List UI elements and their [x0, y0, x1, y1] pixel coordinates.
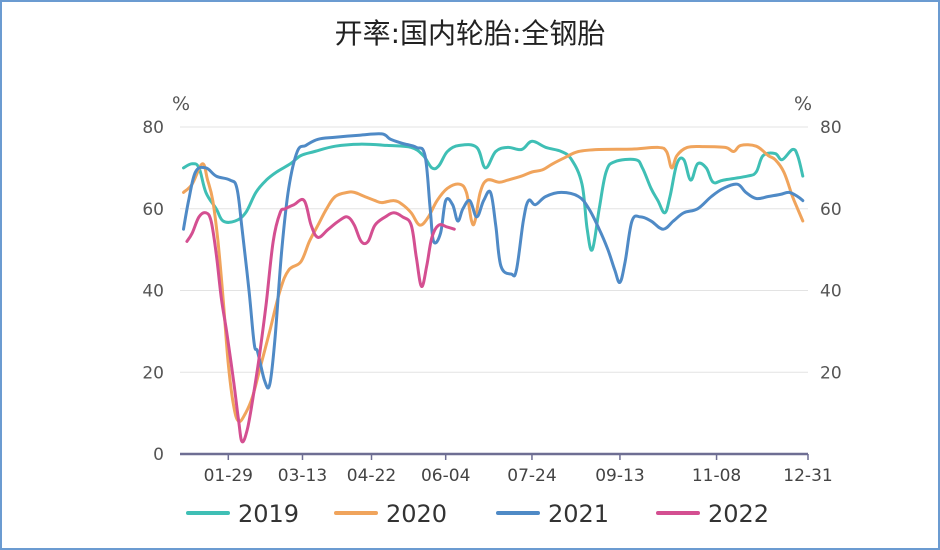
y-unit-left: %: [172, 93, 190, 115]
y-tick-left-20: 20: [142, 363, 164, 383]
legend: 2019 2020 2021 2022: [186, 500, 769, 528]
x-tick-12-31: 12-31: [783, 466, 832, 486]
legend-label-2019: 2019: [238, 500, 299, 528]
series-line-2019: [182, 139, 805, 252]
x-tick-06-04: 06-04: [421, 466, 470, 486]
y-tick-left-0: 0: [153, 445, 164, 465]
x-tick-04-22: 04-22: [347, 466, 396, 486]
y-tick-right-80: 80: [820, 118, 842, 138]
y-unit-right: %: [794, 93, 812, 115]
series-lines: [182, 132, 805, 444]
legend-label-2022: 2022: [708, 500, 769, 528]
x-tick-11-08: 11-08: [692, 466, 741, 486]
y-tick-right-20: 20: [820, 363, 842, 383]
legend-label-2021: 2021: [548, 500, 609, 528]
x-tick-01-29: 01-29: [204, 466, 253, 486]
x-tick-07-24: 07-24: [507, 466, 556, 486]
y-tick-left-60: 60: [142, 200, 164, 220]
x-tick-09-13: 09-13: [595, 466, 644, 486]
series-line-2022: [185, 197, 456, 444]
series-line-2021: [182, 132, 805, 390]
axes: 0 20 40 60 80 20 40 60 80% % 01-29 03-13 04-22 06-04 0…: [142, 93, 841, 486]
chart-title: 开率:国内轮胎:全钢胎: [334, 17, 606, 50]
y-tick-left-40: 40: [142, 282, 164, 302]
legend-label-2020: 2020: [386, 500, 447, 528]
series-line-2020: [182, 143, 805, 424]
y-tick-right-60: 60: [820, 200, 842, 220]
x-tick-03-13: 03-13: [278, 466, 327, 486]
y-tick-right-40: 40: [820, 282, 842, 302]
y-tick-left-80: 80: [142, 118, 164, 138]
